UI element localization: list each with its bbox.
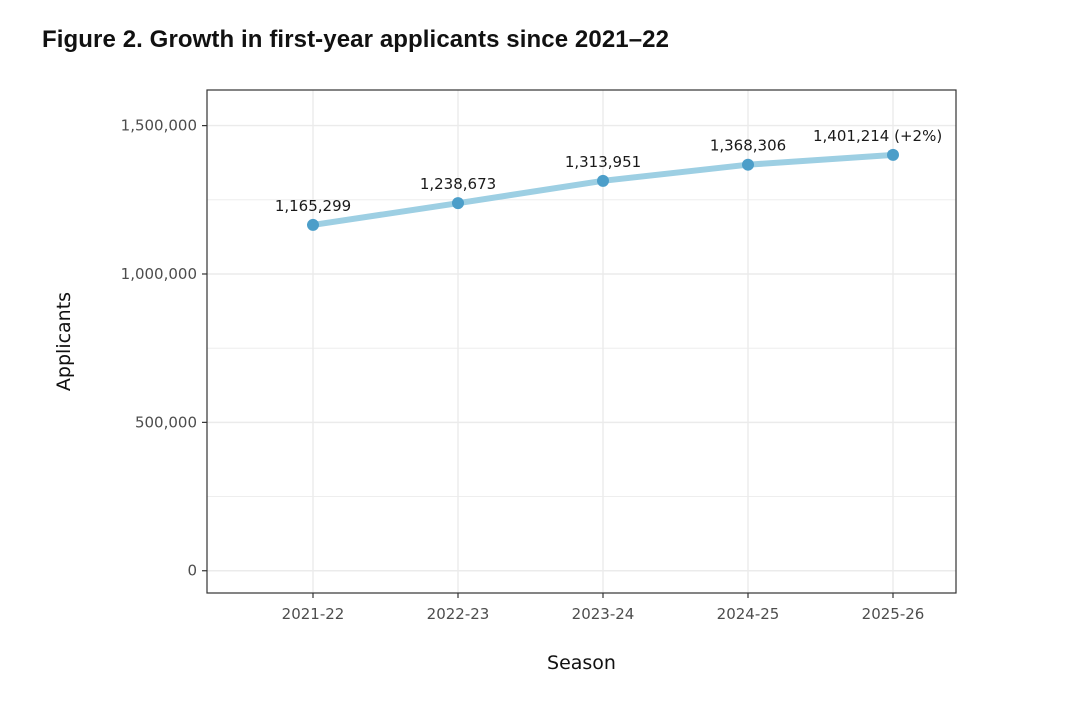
data-label: 1,165,299 bbox=[275, 197, 351, 215]
data-points bbox=[307, 148, 899, 231]
data-labels: 1,165,299 1,238,673 1,313,951 1,368,306 1,40… bbox=[275, 127, 942, 215]
x-tick-label: 2025-26 bbox=[862, 605, 925, 623]
y-tick-label: 0 bbox=[187, 562, 197, 580]
figure-title: Figure 2. Growth in first-year applicant… bbox=[42, 26, 670, 53]
plot-panel-border bbox=[206, 89, 957, 594]
grid-lines bbox=[207, 90, 956, 593]
x-tick-label: 2023-24 bbox=[572, 605, 635, 623]
data-point bbox=[887, 148, 899, 161]
data-label: 1,401,214 (+2%) bbox=[813, 127, 942, 145]
data-label: 1,313,951 bbox=[565, 153, 641, 171]
data-point bbox=[597, 174, 609, 187]
x-tick-label: 2021-22 bbox=[282, 605, 345, 623]
y-tick-label: 1,000,000 bbox=[121, 265, 197, 283]
y-axis: 0 500,000 1,000,000 1,500,000 bbox=[121, 117, 207, 580]
data-label: 1,368,306 bbox=[710, 137, 786, 155]
data-point bbox=[452, 197, 464, 210]
y-axis-title: Applicants bbox=[53, 292, 75, 391]
x-axis-title: Season bbox=[547, 652, 616, 674]
data-label: 1,238,673 bbox=[420, 175, 496, 193]
x-axis: 2021-22 2022-23 2023-24 2024-25 2025-26 bbox=[282, 593, 925, 623]
data-point bbox=[307, 218, 319, 231]
data-point bbox=[742, 158, 754, 171]
x-tick-label: 2024-25 bbox=[717, 605, 780, 623]
x-tick-label: 2022-23 bbox=[427, 605, 490, 623]
y-tick-label: 1,500,000 bbox=[121, 117, 197, 135]
y-tick-label: 500,000 bbox=[135, 413, 197, 431]
